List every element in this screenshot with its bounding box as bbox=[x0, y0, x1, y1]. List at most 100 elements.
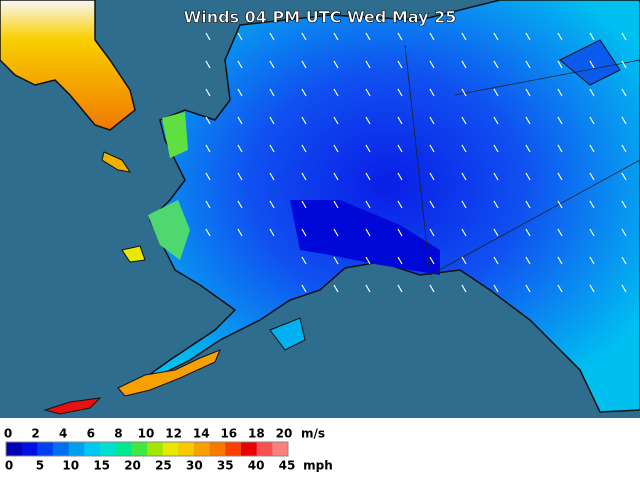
mph-label: 45 bbox=[279, 459, 296, 473]
wind-arrow bbox=[397, 172, 403, 181]
wind-arrow bbox=[365, 172, 371, 181]
wind-arrow bbox=[205, 172, 211, 181]
mph-label: 0 bbox=[5, 459, 13, 473]
wind-arrow bbox=[525, 256, 531, 265]
wind-arrow bbox=[269, 60, 275, 69]
wind-arrow bbox=[525, 172, 531, 181]
mph-unit: mph bbox=[303, 459, 333, 473]
wind-arrow bbox=[333, 32, 339, 41]
wind-arrow bbox=[461, 116, 467, 125]
wind-arrow bbox=[525, 32, 531, 41]
wind-arrow bbox=[237, 60, 243, 69]
legend-swatch bbox=[21, 442, 38, 456]
mph-label: 20 bbox=[124, 459, 141, 473]
wind-arrow bbox=[461, 256, 467, 265]
wind-arrow bbox=[205, 32, 211, 41]
alaska-land bbox=[43, 0, 640, 415]
wind-arrow bbox=[621, 144, 627, 153]
wind-arrow bbox=[397, 256, 403, 265]
wind-arrow bbox=[269, 200, 275, 209]
wind-arrow bbox=[301, 256, 307, 265]
wind-arrow bbox=[333, 284, 339, 293]
wind-arrow bbox=[525, 200, 531, 209]
legend-swatch bbox=[131, 442, 148, 456]
wind-arrow bbox=[557, 172, 563, 181]
wind-arrow bbox=[557, 88, 563, 97]
wind-arrow bbox=[461, 200, 467, 209]
legend-swatch bbox=[256, 442, 273, 456]
ms-label: 16 bbox=[220, 427, 237, 441]
wind-arrow bbox=[205, 88, 211, 97]
legend-frame bbox=[5, 441, 289, 457]
wind-arrows bbox=[205, 32, 627, 293]
wind-arrow bbox=[589, 256, 595, 265]
wind-arrow bbox=[333, 228, 339, 237]
wind-arrow bbox=[461, 60, 467, 69]
wind-arrow bbox=[493, 200, 499, 209]
wind-arrow bbox=[589, 200, 595, 209]
wind-arrow bbox=[461, 228, 467, 237]
ms-label: 8 bbox=[114, 427, 122, 441]
legend-swatch bbox=[241, 442, 258, 456]
wind-arrow bbox=[237, 88, 243, 97]
wind-arrow bbox=[557, 200, 563, 209]
wind-arrow bbox=[333, 256, 339, 265]
wind-arrow bbox=[205, 60, 211, 69]
wind-arrow bbox=[365, 32, 371, 41]
wind-arrow bbox=[493, 144, 499, 153]
wind-arrow bbox=[461, 172, 467, 181]
wind-arrow bbox=[461, 88, 467, 97]
wind-arrow bbox=[365, 60, 371, 69]
wind-arrow bbox=[333, 88, 339, 97]
wind-arrow bbox=[205, 116, 211, 125]
wind-arrow bbox=[397, 200, 403, 209]
wind-arrow bbox=[301, 284, 307, 293]
wind-arrow bbox=[365, 88, 371, 97]
wind-arrow bbox=[237, 32, 243, 41]
wind-arrow bbox=[365, 284, 371, 293]
wind-arrow bbox=[589, 172, 595, 181]
wind-arrow bbox=[237, 116, 243, 125]
ms-label: 12 bbox=[165, 427, 182, 441]
wind-arrow bbox=[429, 228, 435, 237]
wind-arrow bbox=[557, 32, 563, 41]
legend-swatch bbox=[194, 442, 211, 456]
ms-label: 2 bbox=[31, 427, 39, 441]
mph-label: 40 bbox=[248, 459, 265, 473]
wind-arrow bbox=[621, 172, 627, 181]
wind-arrow bbox=[557, 144, 563, 153]
wind-arrow bbox=[429, 172, 435, 181]
mph-label: 15 bbox=[93, 459, 110, 473]
wind-arrow bbox=[333, 144, 339, 153]
legend-swatch bbox=[84, 442, 101, 456]
wind-arrow bbox=[333, 200, 339, 209]
ms-label: 18 bbox=[248, 427, 265, 441]
wind-arrow bbox=[237, 172, 243, 181]
wind-arrow bbox=[589, 284, 595, 293]
color-legend: 0 2 4 6 8 10 12 14 16 18 20 m/s 0 5 10 15 20 25 30 35 40 45 mp… bbox=[4, 427, 333, 473]
wind-arrow bbox=[557, 228, 563, 237]
wind-arrow bbox=[301, 228, 307, 237]
legend-swatch bbox=[162, 442, 179, 456]
legend-swatch bbox=[115, 442, 132, 456]
wind-arrow bbox=[525, 88, 531, 97]
wind-arrow bbox=[525, 116, 531, 125]
ms-label: 0 bbox=[4, 427, 12, 441]
legend-swatch bbox=[68, 442, 85, 456]
wind-arrow bbox=[397, 116, 403, 125]
legend-swatch bbox=[209, 442, 226, 456]
wind-arrow bbox=[589, 228, 595, 237]
russia-coast bbox=[0, 0, 136, 173]
wind-arrow bbox=[205, 144, 211, 153]
wind-arrow bbox=[269, 88, 275, 97]
legend-swatch bbox=[147, 442, 164, 456]
wind-arrow bbox=[589, 60, 595, 69]
wind-arrow bbox=[365, 200, 371, 209]
wind-arrow bbox=[621, 228, 627, 237]
wind-arrow bbox=[301, 116, 307, 125]
wind-arrow bbox=[461, 144, 467, 153]
ms-unit: m/s bbox=[301, 427, 325, 441]
wind-arrow bbox=[333, 60, 339, 69]
wind-arrow bbox=[429, 60, 435, 69]
